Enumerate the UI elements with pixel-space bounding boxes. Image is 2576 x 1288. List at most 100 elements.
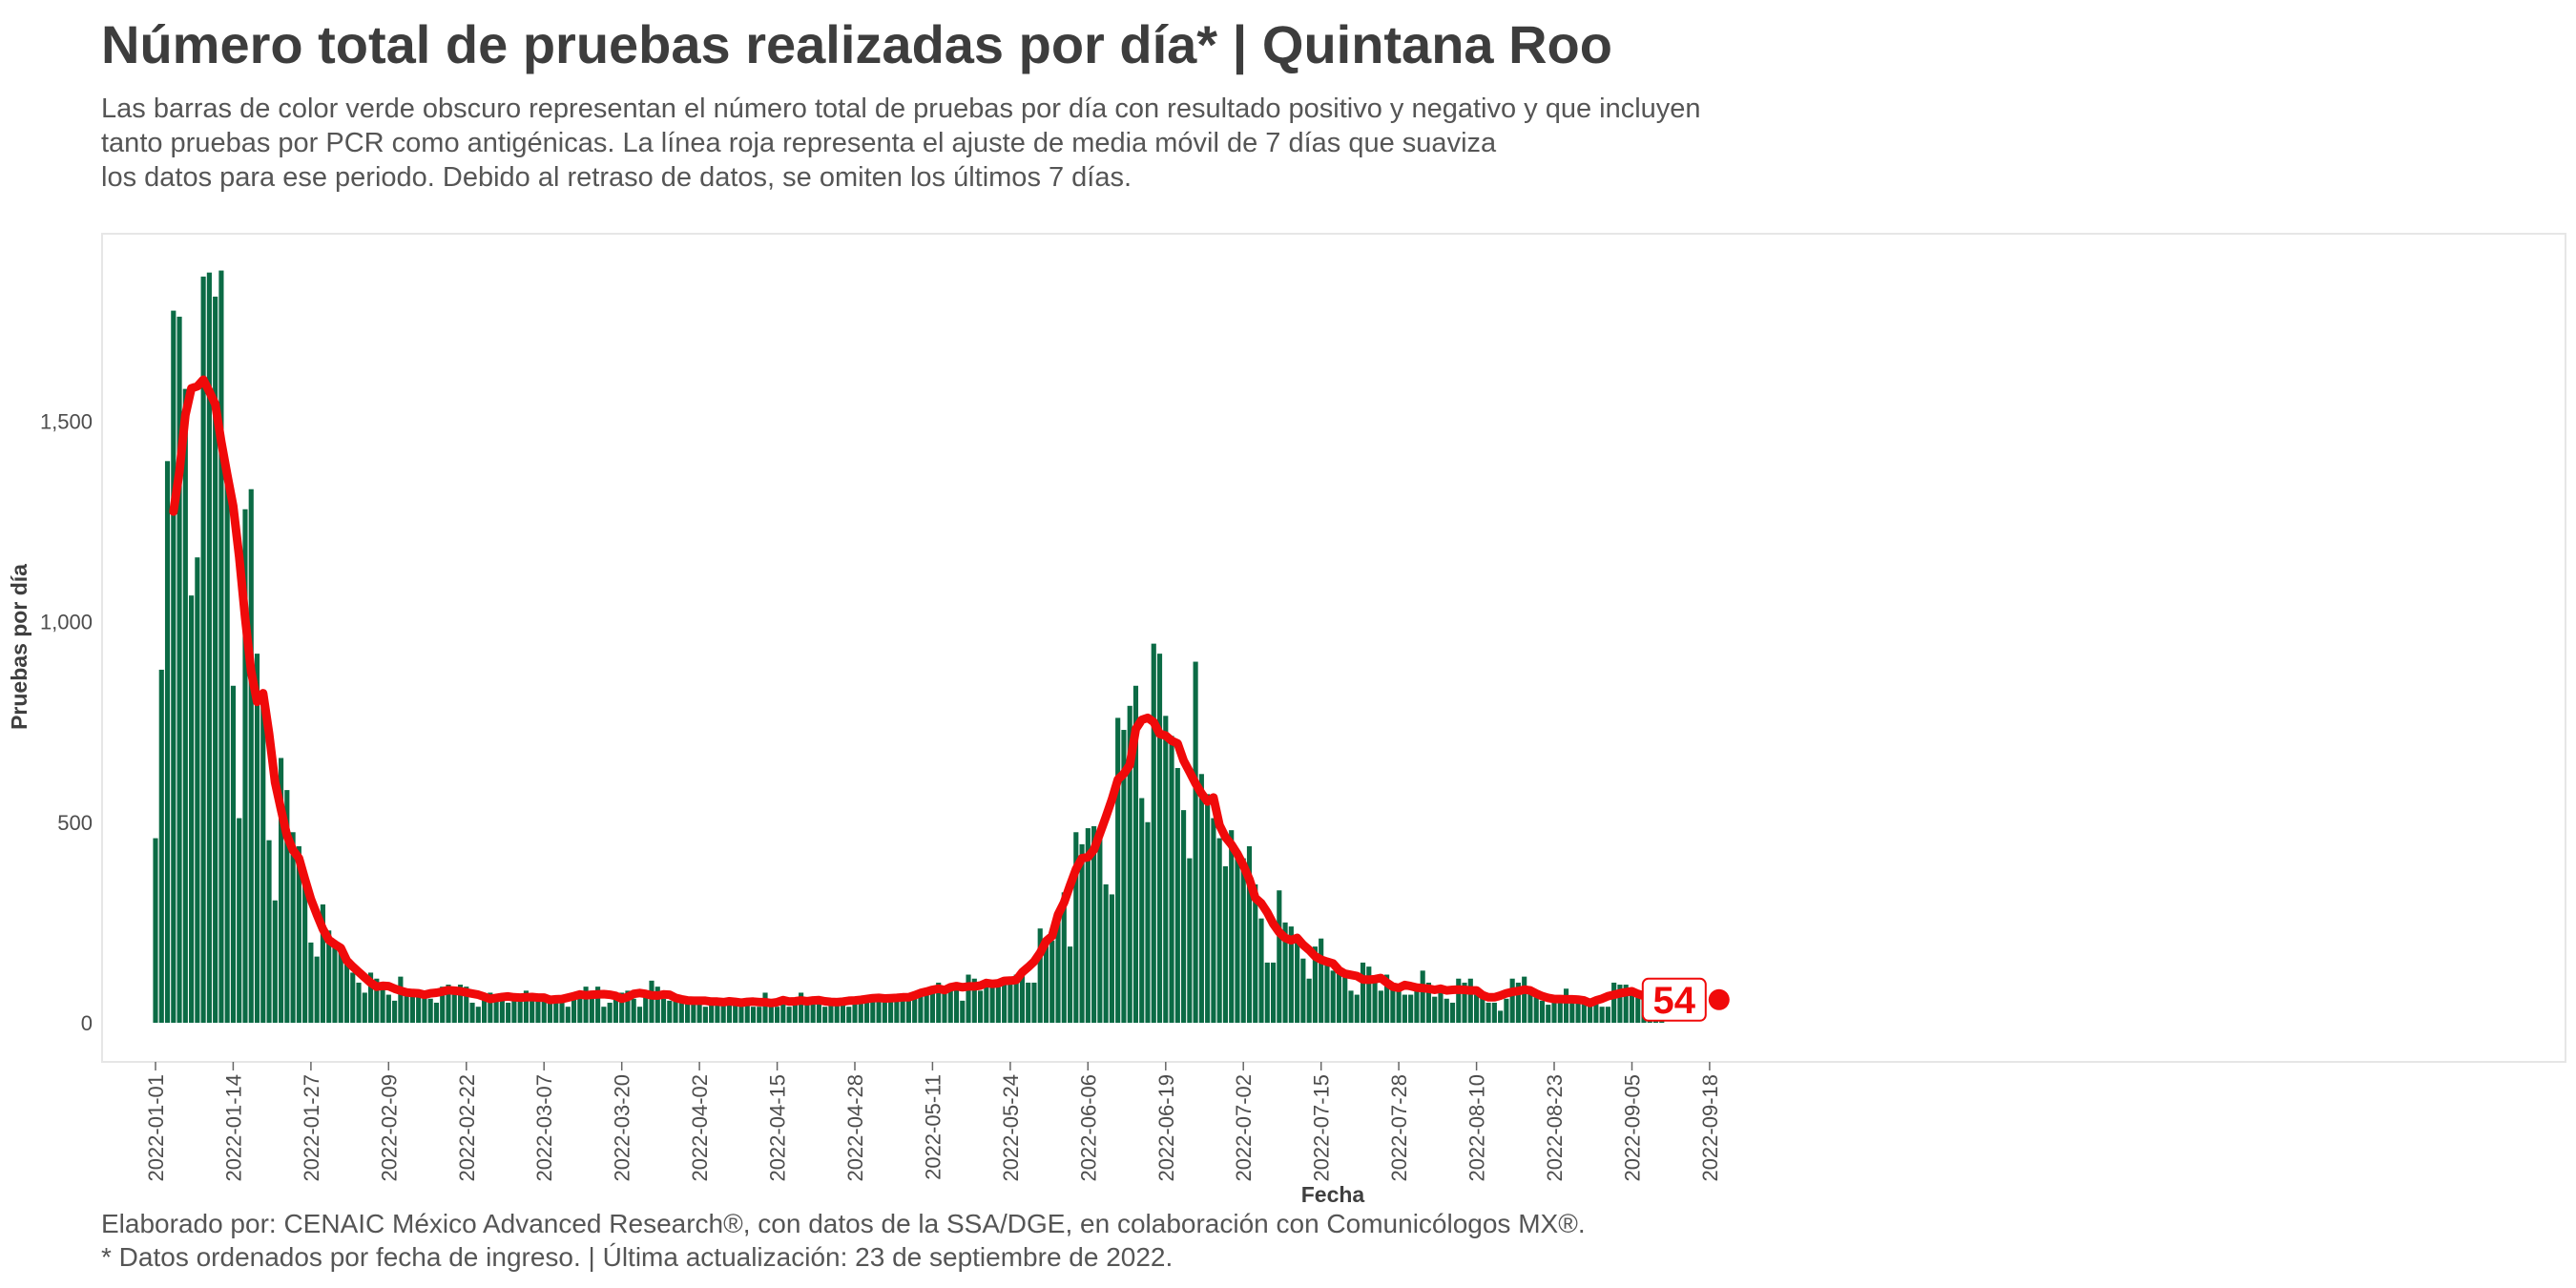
bar — [409, 990, 415, 1023]
bar — [1414, 987, 1420, 1023]
bar — [971, 978, 977, 1023]
bar — [1342, 972, 1348, 1023]
bar — [1354, 994, 1360, 1023]
bar — [260, 701, 266, 1023]
bar — [541, 996, 547, 1023]
bar — [1588, 1005, 1593, 1023]
bar — [619, 992, 625, 1023]
bar — [1121, 730, 1127, 1023]
bar — [1037, 928, 1043, 1023]
bar — [356, 982, 362, 1023]
bar — [1258, 918, 1264, 1023]
bar — [1264, 962, 1270, 1023]
bar — [1336, 966, 1342, 1023]
bar — [1008, 980, 1013, 1023]
bar — [164, 461, 171, 1023]
bar — [1509, 978, 1515, 1023]
bar — [1174, 767, 1180, 1023]
subtitle-line: Las barras de color verde obscuro repres… — [101, 93, 1701, 124]
bar — [1061, 892, 1067, 1023]
bar — [828, 1000, 834, 1023]
bar — [314, 956, 320, 1023]
bar — [900, 1000, 905, 1023]
bar — [715, 1000, 720, 1023]
last-value-label: 54 — [1653, 980, 1696, 1022]
x-tick-label: 2022-02-22 — [455, 1074, 479, 1182]
bar — [696, 996, 702, 1023]
bar — [326, 930, 332, 1023]
bar — [924, 994, 929, 1023]
bar — [279, 758, 284, 1023]
bar — [1139, 798, 1145, 1023]
bar — [1235, 854, 1240, 1023]
x-tick-label: 2022-01-01 — [144, 1074, 168, 1182]
bar — [966, 974, 971, 1023]
bar — [535, 996, 541, 1023]
bar — [1348, 990, 1354, 1023]
bar — [338, 946, 343, 1023]
bar — [1402, 994, 1407, 1023]
y-tick-label: 1,500 — [40, 409, 93, 433]
x-tick-label: 2022-07-15 — [1310, 1074, 1334, 1182]
bar — [553, 998, 559, 1023]
bar — [720, 998, 726, 1023]
bar — [1330, 970, 1336, 1023]
bar — [1444, 998, 1449, 1023]
bar — [1432, 996, 1438, 1023]
bar — [613, 992, 618, 1023]
y-tick-label: 0 — [81, 1011, 93, 1035]
bar — [475, 1007, 481, 1023]
bar — [153, 838, 158, 1023]
bar — [195, 557, 200, 1023]
bar — [1360, 962, 1366, 1023]
bar — [810, 998, 816, 1023]
x-tick-label: 2022-06-06 — [1076, 1074, 1100, 1182]
bar — [416, 992, 422, 1023]
bar — [1324, 958, 1330, 1023]
bar — [1229, 830, 1235, 1023]
bar — [1635, 992, 1641, 1023]
bar — [1449, 1002, 1456, 1023]
bar — [595, 987, 601, 1023]
bar — [547, 1000, 553, 1023]
bar — [302, 882, 308, 1023]
bar — [1300, 958, 1306, 1023]
bar — [1546, 1005, 1551, 1023]
bar — [1198, 774, 1204, 1023]
x-tick-label: 2022-03-20 — [611, 1074, 634, 1182]
bar — [942, 990, 947, 1023]
bar — [667, 1000, 673, 1023]
bar — [1216, 838, 1222, 1023]
bar — [1425, 982, 1432, 1023]
bar — [953, 988, 960, 1023]
bar — [177, 316, 182, 1023]
bar — [200, 276, 206, 1023]
bar — [1169, 736, 1174, 1023]
bar — [1187, 858, 1193, 1024]
bar — [1491, 1002, 1497, 1023]
bar — [1575, 996, 1581, 1023]
bar — [1408, 994, 1414, 1023]
bar — [284, 790, 290, 1023]
bar — [1026, 982, 1031, 1023]
bar — [350, 972, 356, 1023]
x-tick-label: 2022-04-15 — [766, 1074, 790, 1182]
bar — [583, 987, 589, 1023]
bar — [488, 992, 493, 1023]
bar — [631, 998, 636, 1023]
bar — [1617, 985, 1623, 1023]
bar — [272, 900, 278, 1023]
bar — [1240, 858, 1246, 1024]
bar — [673, 1000, 678, 1023]
bar — [1043, 946, 1049, 1023]
bar — [1599, 1007, 1605, 1023]
bar — [1205, 794, 1211, 1024]
bar — [242, 509, 248, 1023]
bar — [625, 990, 631, 1023]
bar — [493, 994, 499, 1023]
bar — [1396, 987, 1402, 1023]
bar — [517, 1000, 523, 1023]
bar — [367, 972, 374, 1023]
bar — [1420, 970, 1425, 1023]
bar — [1282, 922, 1288, 1024]
